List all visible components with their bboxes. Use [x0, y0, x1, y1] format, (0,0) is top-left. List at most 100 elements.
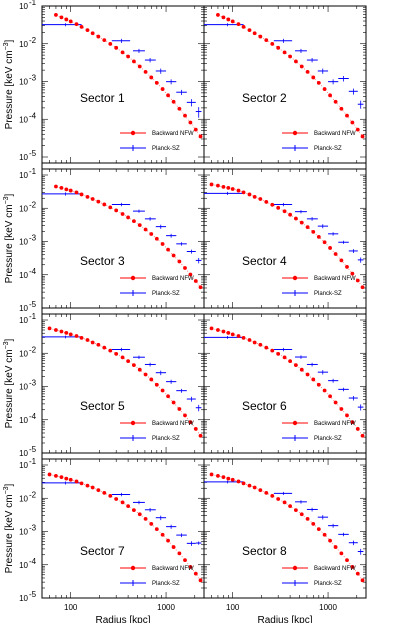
backward-nfw-point — [236, 188, 241, 193]
legend-nfw-marker — [130, 275, 136, 281]
backward-nfw-point — [59, 475, 64, 480]
backward-nfw-point — [171, 99, 176, 104]
y-tick-label: 10 — [19, 304, 28, 313]
y-tick-exponent: -2 — [29, 345, 37, 354]
backward-nfw-point — [47, 326, 52, 331]
y-tick-label: 10 — [19, 383, 28, 392]
backward-nfw-point — [114, 351, 119, 356]
y-tick-label: 10 — [19, 204, 28, 213]
backward-nfw-point — [252, 31, 257, 36]
backward-nfw-point — [47, 472, 52, 477]
backward-nfw-point — [258, 342, 263, 347]
backward-nfw-point — [311, 75, 316, 80]
backward-nfw-point — [305, 372, 310, 377]
panel-frame — [203, 313, 367, 454]
backward-nfw-point — [74, 190, 79, 195]
panel-8: 100 1000 Radius [kpc] Sector 8 Backward NFW P… — [203, 458, 367, 623]
backward-nfw-curve — [211, 184, 363, 288]
backward-nfw-point — [241, 24, 246, 29]
backward-nfw-point — [193, 427, 198, 431]
backward-nfw-curve — [49, 474, 201, 581]
legend-sz-label: Planck-SZ — [152, 291, 180, 297]
backward-nfw-point — [355, 427, 360, 431]
backward-nfw-point — [96, 34, 101, 39]
backward-nfw-point — [54, 328, 58, 332]
legend-sz-label: Planck-SZ — [152, 146, 180, 152]
backward-nfw-point — [120, 212, 125, 216]
backward-nfw-point — [270, 202, 275, 207]
backward-nfw-point — [333, 545, 338, 549]
backward-nfw-point — [322, 532, 327, 537]
y-tick-label: 10 — [19, 416, 28, 425]
backward-nfw-point — [74, 479, 79, 484]
y-axis-label: Pressure [keV cm−3] — [3, 483, 15, 573]
y-tick-exponent: -4 — [29, 111, 37, 120]
panel-frame — [203, 5, 367, 164]
backward-nfw-point — [276, 497, 281, 501]
backward-nfw-point — [108, 493, 113, 498]
backward-nfw-point — [120, 50, 125, 55]
backward-nfw-point — [350, 271, 355, 276]
backward-nfw-point — [236, 334, 241, 338]
backward-nfw-point — [68, 188, 73, 193]
legend-nfw-marker — [292, 130, 298, 136]
x-axis-label: Radius [kpc] — [95, 615, 150, 623]
legend-sz-label: Planck-SZ — [314, 146, 342, 152]
backward-nfw-curve — [217, 14, 363, 137]
plot-area — [204, 472, 365, 583]
backward-nfw-point — [137, 367, 142, 372]
backward-nfw-point — [236, 22, 241, 27]
backward-nfw-point — [64, 17, 69, 22]
backward-nfw-point — [360, 578, 365, 583]
backward-nfw-point — [79, 481, 84, 486]
y-tick-label: 10 — [19, 494, 28, 503]
backward-nfw-point — [288, 504, 293, 509]
backward-nfw-point — [328, 394, 332, 399]
backward-nfw-point — [226, 17, 231, 22]
legend-sz-label: Planck-SZ — [314, 436, 342, 442]
y-tick-label: 10 — [19, 153, 28, 162]
backward-nfw-point — [288, 359, 293, 364]
sector-title: Sector 4 — [242, 254, 287, 268]
legend-nfw-label: Backward NFW — [314, 131, 356, 137]
backward-nfw-point — [355, 571, 360, 576]
backward-nfw-point — [247, 338, 252, 342]
panel-2: Sector 2 Backward NFW Planck-SZ — [203, 5, 367, 164]
backward-nfw-point — [293, 59, 298, 64]
backward-nfw-point — [264, 38, 269, 42]
y-tick-exponent: -5 — [29, 300, 37, 309]
y-tick-exponent: -5 — [29, 149, 37, 158]
backward-nfw-point — [276, 205, 281, 210]
backward-nfw-point — [221, 15, 226, 20]
backward-nfw-point — [198, 285, 203, 290]
backward-nfw-point — [360, 433, 365, 438]
backward-nfw-point — [247, 192, 252, 197]
backward-nfw-point — [90, 340, 95, 345]
backward-nfw-point — [333, 252, 338, 256]
y-tick-exponent: -1 — [29, 0, 37, 7]
sector-title: Sector 3 — [80, 254, 125, 268]
legend-nfw-label: Backward NFW — [314, 566, 356, 572]
plot-area — [204, 326, 365, 438]
backward-nfw-point — [143, 516, 148, 521]
backward-nfw-point — [230, 332, 235, 337]
backward-nfw-point — [333, 99, 338, 104]
backward-nfw-point — [339, 551, 344, 556]
backward-nfw-curve — [55, 186, 201, 288]
backward-nfw-point — [166, 93, 170, 98]
backward-nfw-point — [221, 475, 226, 480]
backward-nfw-point — [345, 558, 349, 562]
backward-nfw-point — [131, 363, 136, 368]
x-tick-label: 100 — [64, 603, 78, 612]
backward-nfw-point — [143, 69, 148, 74]
backward-nfw-point — [209, 182, 214, 187]
backward-nfw-point — [64, 476, 69, 481]
backward-nfw-point — [102, 38, 107, 42]
y-tick-exponent: -3 — [29, 234, 37, 243]
backward-nfw-point — [288, 212, 293, 217]
y-axis-label: Pressure [keV cm−3] — [3, 39, 15, 129]
plot-area — [42, 184, 203, 290]
backward-nfw-point — [64, 187, 69, 192]
backward-nfw-point — [188, 565, 193, 569]
backward-nfw-point — [226, 185, 231, 190]
